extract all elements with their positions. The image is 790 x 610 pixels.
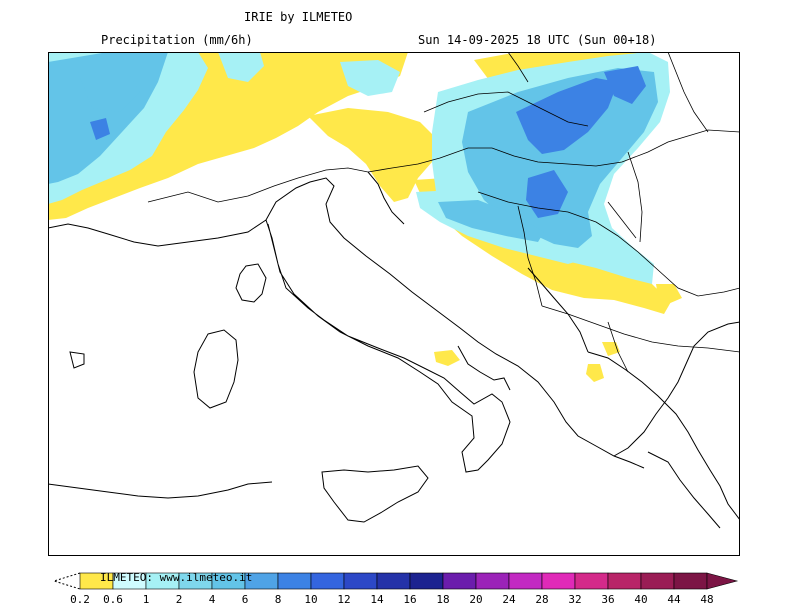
legend-label: 20 <box>469 593 483 606</box>
coastlines <box>48 171 740 529</box>
legend-label: 12 <box>337 593 351 606</box>
legend-label: 6 <box>241 593 249 606</box>
map-title: IRIE by ILMETEO <box>244 10 353 24</box>
legend-watermark: ILMETEO: www.ilmeteo.it <box>100 571 253 584</box>
legend-start-arrow <box>52 572 81 590</box>
legend-label: 28 <box>535 593 549 606</box>
legend-swatch <box>607 572 642 590</box>
legend-label: 24 <box>502 593 516 606</box>
legend-swatch <box>508 572 543 590</box>
legend-label: 16 <box>403 593 417 606</box>
legend-swatch <box>343 572 378 590</box>
legend-end-arrow <box>706 572 739 590</box>
legend-label: 1 <box>142 593 150 606</box>
precipitation-legend: ILMETEO: www.ilmeteo.it 0.2 0.6 1 2 4 6 8 10 12 1… <box>46 570 746 610</box>
legend-swatch <box>310 572 345 590</box>
precipitation-map <box>48 52 740 556</box>
legend-label: 4 <box>208 593 216 606</box>
precip-heavy-areas <box>90 66 646 218</box>
legend-swatch <box>574 572 609 590</box>
legend-label: 36 <box>601 593 615 606</box>
legend-label: 14 <box>370 593 384 606</box>
legend-label: 2 <box>175 593 183 606</box>
valid-time-label: Sun 14-09-2025 18 UTC (Sun 00+18) <box>418 33 657 47</box>
legend-label: 8 <box>274 593 282 606</box>
legend-swatch <box>409 572 444 590</box>
legend-colorbar <box>52 572 739 590</box>
legend-label: 18 <box>436 593 450 606</box>
legend-label: 0.2 <box>70 593 90 606</box>
variable-label: Precipitation (mm/6h) <box>101 33 253 47</box>
legend-swatch <box>673 572 708 590</box>
legend-label: 32 <box>568 593 582 606</box>
legend-label: 48 <box>700 593 714 606</box>
legend-swatch <box>376 572 411 590</box>
legend-swatch <box>442 572 477 590</box>
legend-label: 0.6 <box>103 593 123 606</box>
legend-swatch <box>277 572 312 590</box>
country-borders <box>147 52 740 373</box>
legend-swatch <box>541 572 576 590</box>
legend-label: 40 <box>634 593 648 606</box>
legend-label: 10 <box>304 593 318 606</box>
legend-swatch <box>640 572 675 590</box>
legend-label: 44 <box>667 593 681 606</box>
legend-swatch <box>475 572 510 590</box>
